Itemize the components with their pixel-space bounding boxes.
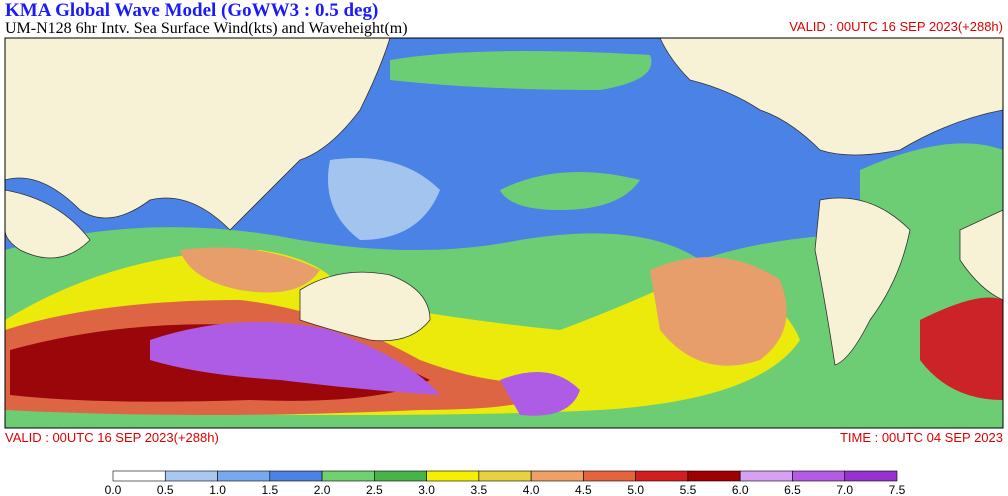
colorbar-label: 2.0 [314,483,331,496]
colorbar-segment [217,470,271,482]
colorbar-label: 4.0 [523,483,540,496]
map [4,37,1004,429]
colorbar: 0.0 0.5 1.0 1.5 2.0 2.5 3.0 3.5 4.0 4.5 5.0 5.5 6.0 6… [105,470,906,496]
colorbar-label: 3.0 [418,483,435,496]
colorbar-segment [530,470,584,482]
colorbar-segment [426,470,480,482]
colorbar-label: 0.0 [105,483,122,496]
colorbar-segment [478,470,532,482]
land [4,37,1004,366]
colorbar-label: 3.5 [471,483,488,496]
colorbar-label: 0.5 [157,483,174,496]
colorbar-label: 1.5 [261,483,278,496]
colorbar-label: 2.5 [366,483,383,496]
colorbar-label: 7.0 [836,483,853,496]
colorbar-label: 4.5 [575,483,592,496]
colorbar-label: 6.5 [784,483,801,496]
colorbar-label: 6.0 [732,483,749,496]
colorbar-segment [321,470,375,482]
colorbar-label: 5.0 [627,483,644,496]
colorbar-label: 1.0 [209,483,226,496]
colorbar-segment [792,470,846,482]
colorbar-segment [112,470,166,482]
colorbar-segment [739,470,793,482]
valid-time-top: VALID : 00UTC 16 SEP 2023(+288h) [789,19,1003,34]
init-time: TIME : 00UTC 04 SEP 2023 [840,430,1003,445]
subtitle: UM-N128 6hr Intv. Sea Surface Wind(kts) … [5,20,408,37]
colorbar-segment [844,470,898,482]
colorbar-segment [269,470,323,482]
colorbar-segment [635,470,689,482]
title: KMA Global Wave Model (GoWW3 : 0.5 deg) [5,0,378,21]
colorbar-segment [583,470,636,482]
colorbar-label: 7.5 [889,483,906,496]
map-frame [4,37,1004,429]
colorbar-segment [164,470,218,482]
colorbar-label: 5.5 [680,483,697,496]
colorbar-segment [687,470,741,482]
valid-time-bottom: VALID : 00UTC 16 SEP 2023(+288h) [5,430,219,445]
colorbar-segment [374,470,427,482]
